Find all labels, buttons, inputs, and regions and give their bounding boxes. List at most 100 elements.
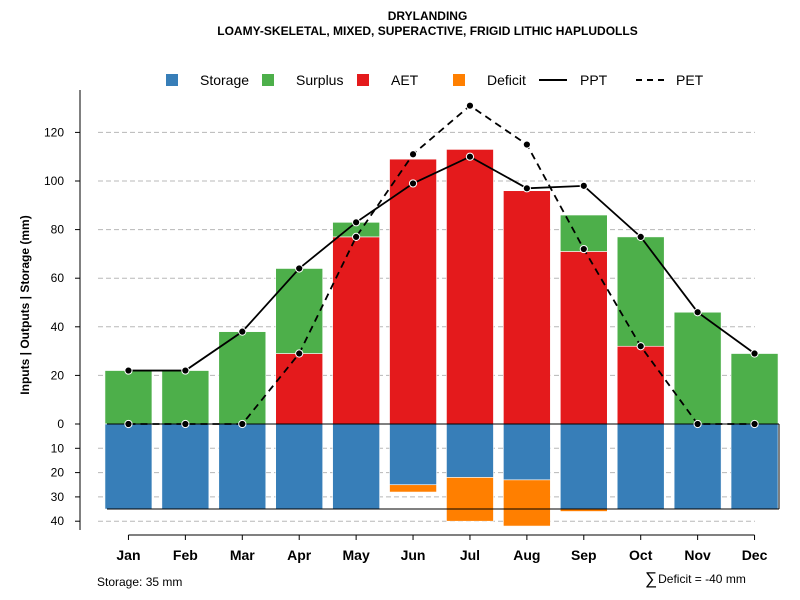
bar-deficit-aug [503, 479, 551, 527]
y-tick-label-bottom-10: 10 [51, 441, 65, 455]
point-pet-mar [238, 419, 247, 429]
deficit-total: Deficit = -40 mm [658, 572, 746, 586]
y-tick-label-120: 120 [44, 125, 64, 139]
legend-swatch-aet [357, 74, 369, 86]
bar-storage-mar [218, 423, 267, 510]
x-tick-label-jul: Jul [460, 547, 480, 563]
x-tick-label-oct: Oct [629, 547, 653, 563]
bar-aet-oct [616, 345, 665, 425]
y-tick-label-bottom-20: 20 [51, 466, 65, 480]
bar-surplus-mar [218, 331, 267, 425]
point-pet-may [352, 232, 361, 241]
point-ppt-feb [181, 366, 190, 375]
bar-surplus-feb [161, 370, 210, 425]
point-ppt-sep [579, 181, 588, 190]
point-pet-dec [750, 419, 759, 429]
bar-deficit-jul [446, 477, 494, 522]
point-pet-apr [295, 349, 304, 358]
point-ppt-aug [522, 184, 531, 193]
point-ppt-dec [750, 349, 759, 358]
point-pet-sep [579, 244, 588, 254]
y-tick-label-80: 80 [51, 223, 65, 237]
y-tick-label-20: 20 [51, 368, 65, 382]
y-tick-label-bottom-40: 40 [51, 514, 65, 528]
point-pet-jan [124, 419, 133, 429]
storage-note: Storage: 35 mm [97, 575, 183, 589]
legend-label-ppt: PPT [580, 72, 608, 88]
line-ppt [128, 155, 756, 372]
legend-item-pet: PET [636, 70, 703, 90]
point-pet-jun [408, 150, 418, 159]
y-tick-label-40: 40 [51, 320, 65, 334]
x-tick-label-apr: Apr [287, 547, 312, 563]
x-tick-label-jan: Jan [116, 547, 140, 563]
bar-aet-apr [275, 353, 324, 425]
bar-aet-jul [446, 149, 494, 425]
bar-storage-jun [389, 423, 437, 486]
legend-item-deficit: Deficit [453, 70, 526, 90]
point-ppt-may [352, 218, 361, 227]
y-tick-label-bottom-30: 30 [51, 490, 65, 504]
y-tick-label-100: 100 [44, 174, 64, 188]
point-ppt-jan [124, 366, 133, 375]
bar-storage-nov [673, 423, 722, 510]
legend-label-pet: PET [676, 72, 704, 88]
deficit-note: ∑ Deficit = -40 mm [645, 569, 746, 589]
bar-surplus-nov [673, 311, 722, 425]
bar-storage-may [332, 423, 380, 510]
legend-item-aet: AET [357, 70, 418, 90]
bar-storage-aug [503, 423, 551, 481]
bar-storage-feb [161, 423, 210, 510]
bar-aet-may [332, 236, 380, 425]
legend-label-deficit: Deficit [487, 72, 526, 88]
legend-label-storage: Storage [200, 72, 250, 88]
point-ppt-jun [408, 179, 418, 188]
y-tick-label-60: 60 [51, 271, 65, 285]
bar-aet-sep [559, 251, 608, 425]
bar-storage-jul [446, 423, 494, 478]
bar-aet-jun [389, 158, 437, 425]
line-pet [128, 104, 755, 425]
legend-label-surplus: Surplus [296, 72, 344, 88]
x-tick-label-may: May [343, 547, 370, 563]
chart-legend: Storage Surplus AET Deficit PPT PET [0, 70, 800, 90]
point-pet-jul [465, 101, 475, 110]
chart-subtitle: LOAMY-SKELETAL, MIXED, SUPERACTIVE, FRIG… [217, 24, 638, 38]
point-ppt-jul [465, 152, 475, 161]
chart-title: DRYLANDING [387, 9, 468, 23]
legend-swatch-storage [166, 74, 178, 86]
legend-label-aet: AET [391, 72, 419, 88]
legend-line-ppt [539, 79, 567, 81]
legend-item-surplus: Surplus [262, 70, 343, 90]
x-tick-label-dec: Dec [742, 547, 768, 563]
legend-swatch-surplus [262, 74, 274, 86]
point-pet-feb [181, 419, 190, 429]
bar-surplus-apr [275, 268, 324, 354]
x-tick-label-sep: Sep [571, 547, 597, 563]
bar-storage-dec [730, 423, 779, 510]
x-tick-label-mar: Mar [230, 547, 255, 563]
y-axis-label: Inputs | Outputs | Storage (mm) [18, 215, 32, 394]
bar-storage-apr [275, 423, 324, 510]
bar-surplus-oct [616, 236, 665, 347]
bar-storage-sep [559, 423, 608, 510]
x-tick-label-aug: Aug [513, 547, 540, 563]
bar-surplus-jan [104, 370, 153, 425]
point-pet-oct [636, 342, 645, 351]
legend-swatch-deficit [453, 74, 465, 86]
point-ppt-oct [636, 232, 645, 241]
legend-item-storage: Storage [166, 70, 249, 90]
point-ppt-mar [238, 327, 247, 336]
point-pet-aug [522, 140, 531, 149]
x-tick-label-feb: Feb [173, 547, 198, 563]
bar-aet-aug [503, 190, 551, 425]
legend-line-pet [636, 79, 664, 81]
bar-deficit-jun [389, 484, 437, 493]
point-ppt-apr [295, 264, 304, 273]
bar-storage-jan [104, 423, 153, 510]
bar-storage-oct [616, 423, 665, 510]
point-ppt-nov [693, 308, 702, 317]
point-pet-nov [693, 419, 702, 429]
x-tick-label-jun: Jun [401, 547, 426, 563]
